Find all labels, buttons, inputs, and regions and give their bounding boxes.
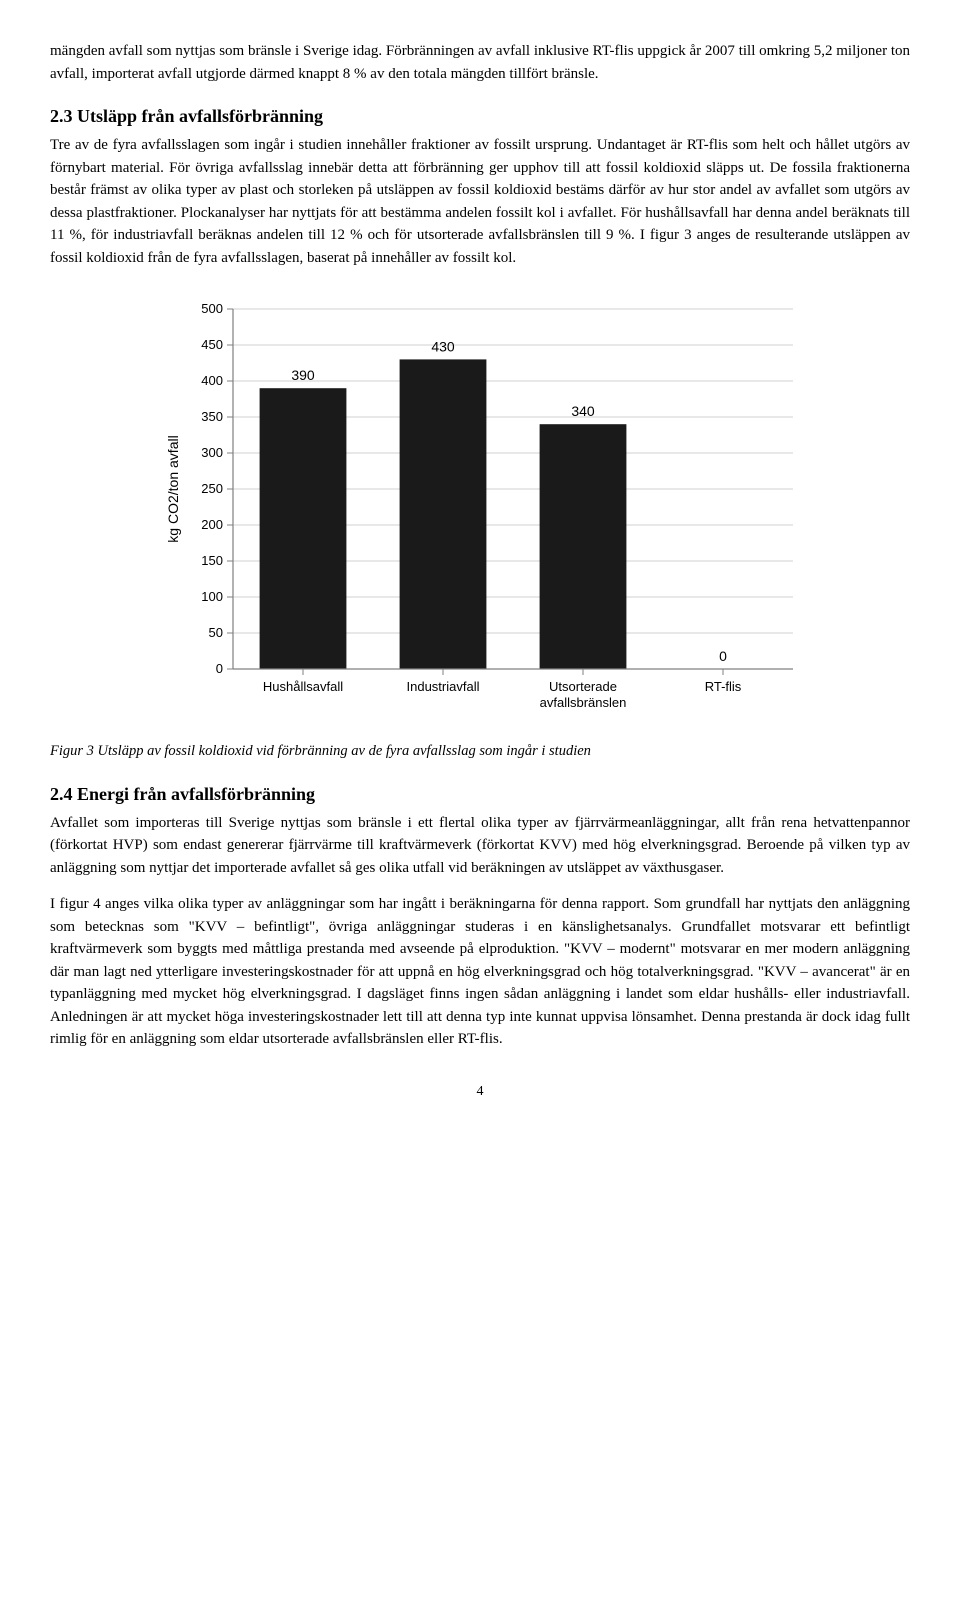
heading-2-3: 2.3 Utsläpp från avfallsförbränning bbox=[50, 103, 910, 130]
page-number: 4 bbox=[50, 1081, 910, 1102]
svg-text:150: 150 bbox=[201, 553, 223, 568]
svg-text:350: 350 bbox=[201, 409, 223, 424]
svg-text:avfallsbränslen: avfallsbränslen bbox=[539, 695, 626, 710]
svg-text:400: 400 bbox=[201, 373, 223, 388]
svg-text:Utsorterade: Utsorterade bbox=[549, 679, 617, 694]
svg-text:kg CO2/ton avfall: kg CO2/ton avfall bbox=[165, 435, 181, 542]
svg-text:0: 0 bbox=[719, 648, 727, 664]
paragraph-2-3: Tre av de fyra avfallsslagen som ingår i… bbox=[50, 134, 910, 269]
paragraph-2-4b: I figur 4 anges vilka olika typer av anl… bbox=[50, 893, 910, 1051]
svg-text:500: 500 bbox=[201, 301, 223, 316]
svg-text:450: 450 bbox=[201, 337, 223, 352]
svg-text:300: 300 bbox=[201, 445, 223, 460]
svg-text:0: 0 bbox=[215, 661, 222, 676]
heading-2-4: 2.4 Energi från avfallsförbränning bbox=[50, 781, 910, 808]
intro-paragraph: mängden avfall som nyttjas som bränsle i… bbox=[50, 40, 910, 85]
svg-text:50: 50 bbox=[208, 625, 222, 640]
svg-text:390: 390 bbox=[291, 367, 315, 383]
paragraph-2-4a: Avfallet som importeras till Sverige nyt… bbox=[50, 812, 910, 880]
svg-text:340: 340 bbox=[571, 403, 595, 419]
svg-text:100: 100 bbox=[201, 589, 223, 604]
svg-text:RT-flis: RT-flis bbox=[704, 679, 741, 694]
svg-text:200: 200 bbox=[201, 517, 223, 532]
svg-text:Hushållsavfall: Hushållsavfall bbox=[262, 679, 342, 694]
figure-3-chart: 390 430 340 0 0 50 100 150 200 250 300 350 400 450 500… bbox=[50, 289, 910, 729]
svg-text:250: 250 bbox=[201, 481, 223, 496]
svg-text:Industriavfall: Industriavfall bbox=[406, 679, 479, 694]
svg-text:430: 430 bbox=[431, 338, 455, 354]
figure-3-caption: Figur 3 Utsläpp av fossil koldioxid vid … bbox=[50, 741, 910, 763]
